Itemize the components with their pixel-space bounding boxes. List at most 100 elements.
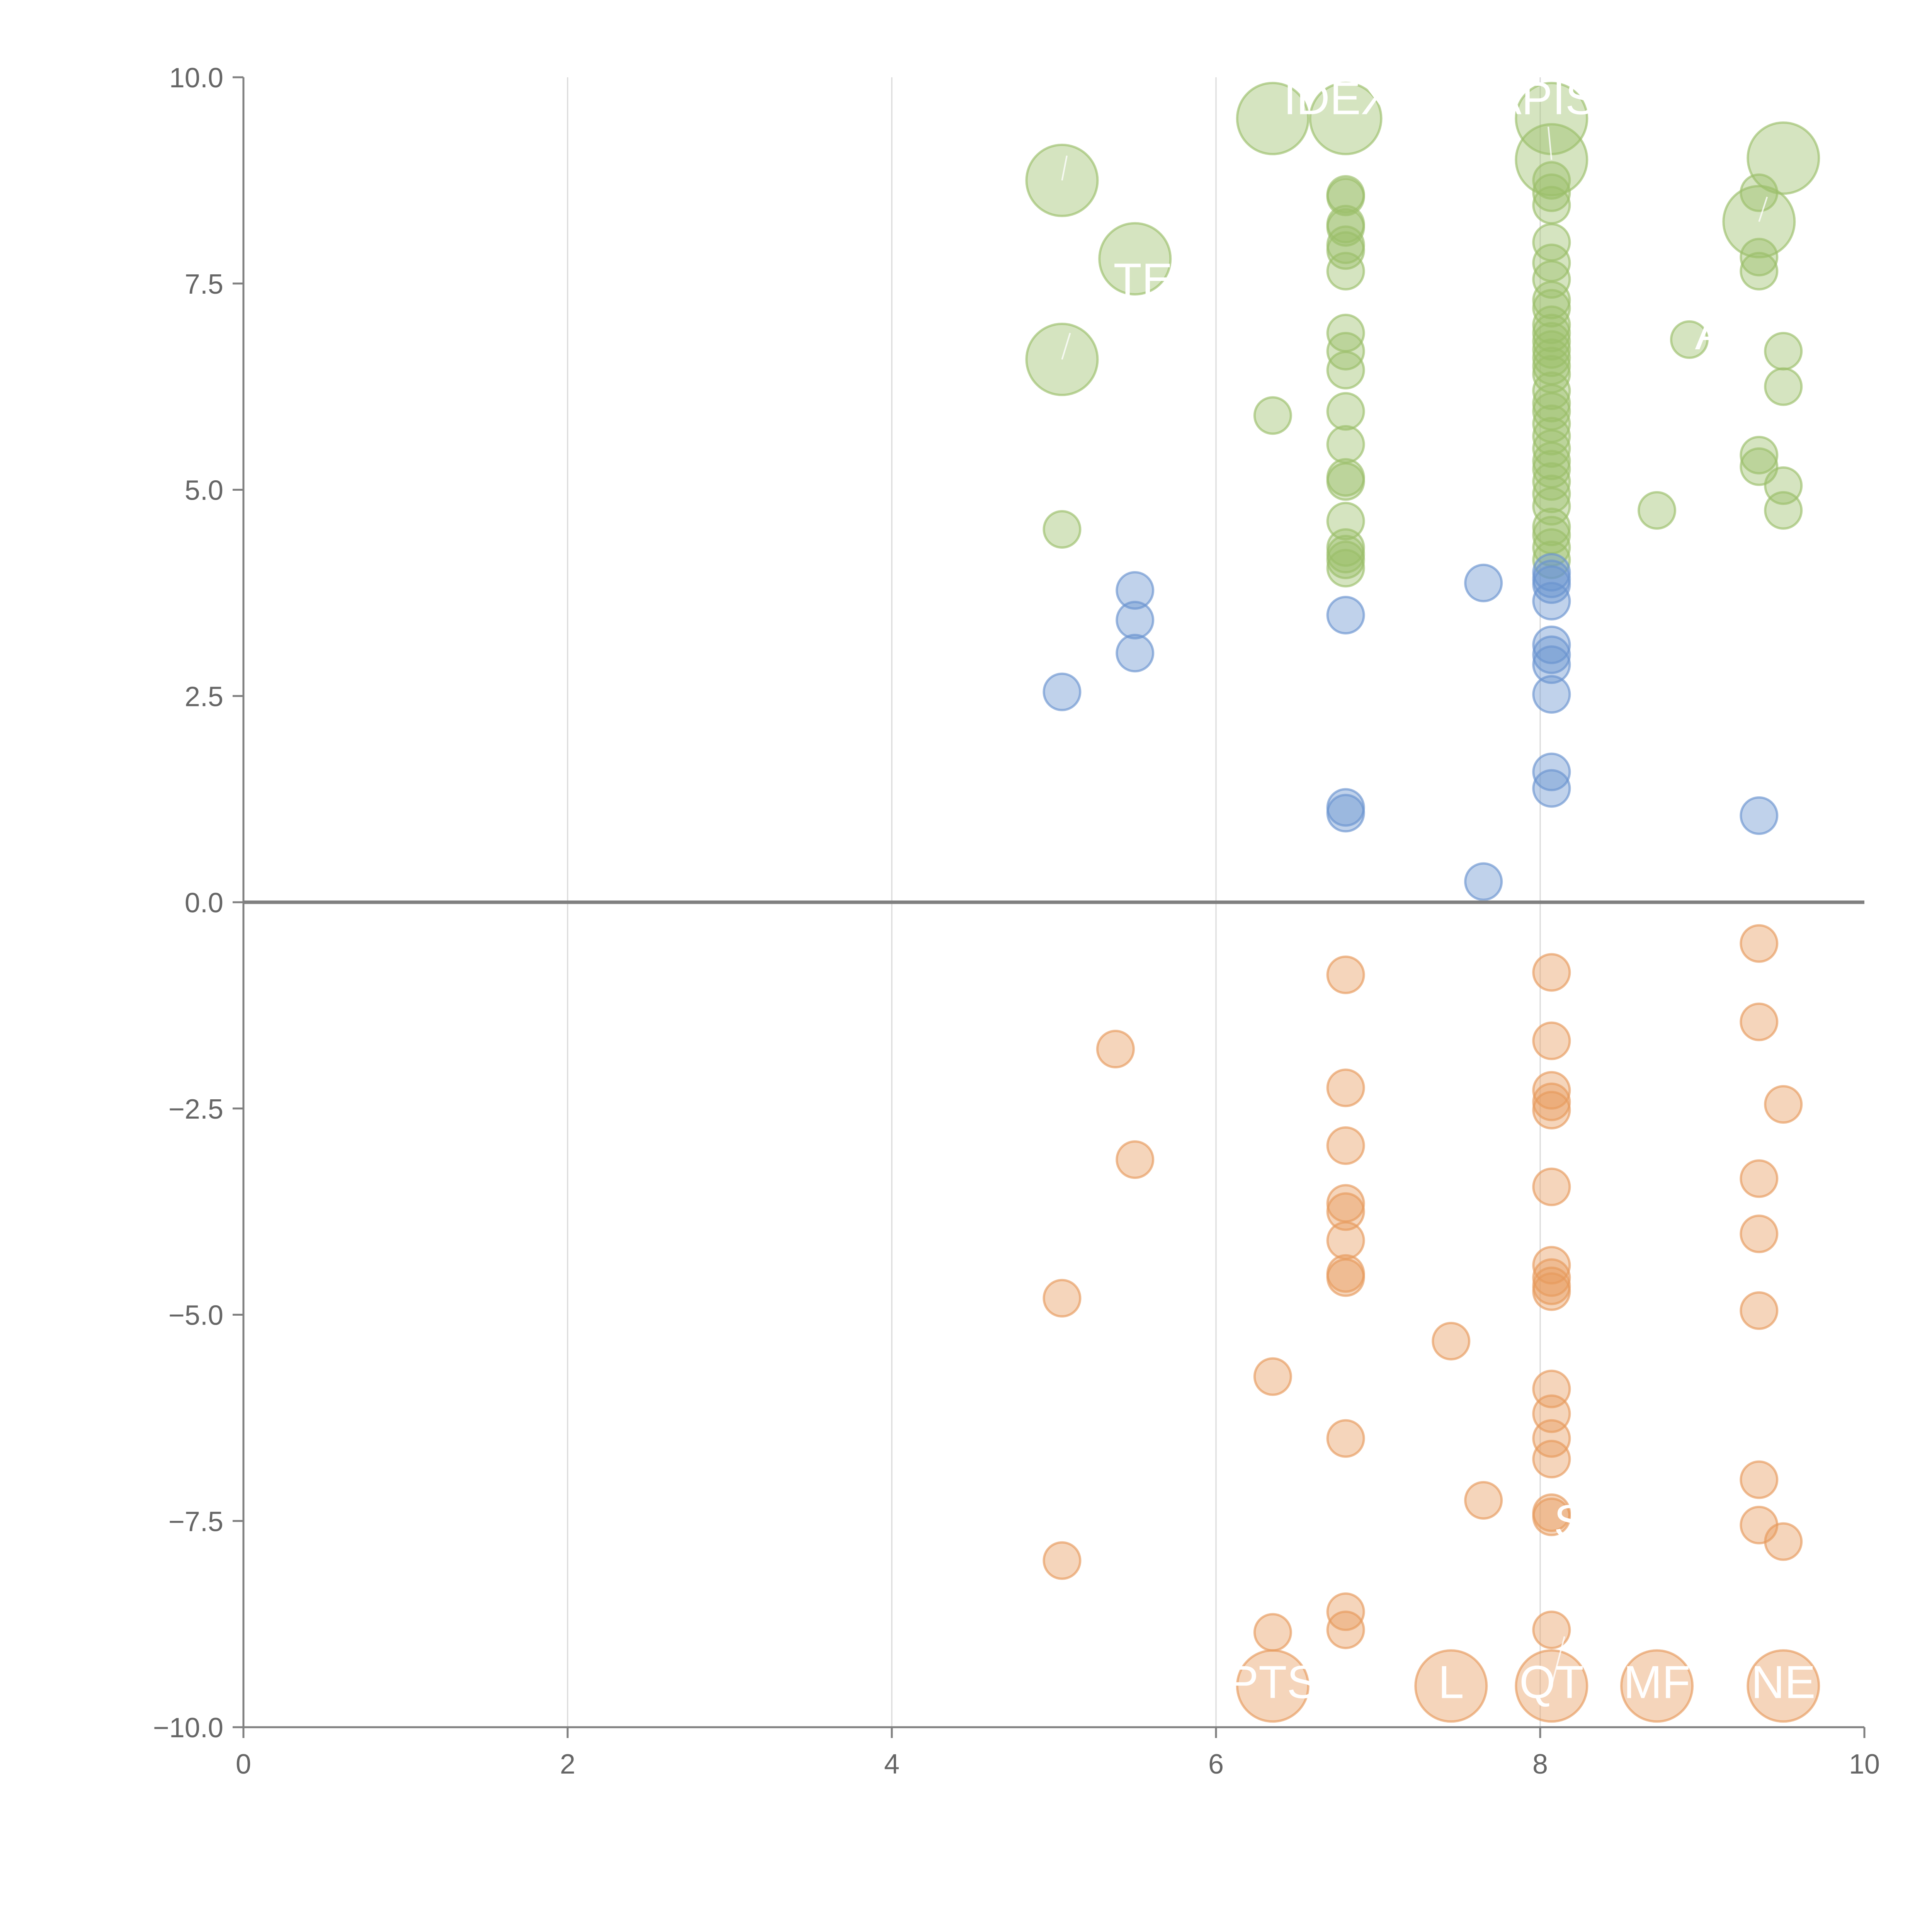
data-point bbox=[1532, 645, 1571, 684]
data-point bbox=[1532, 260, 1571, 299]
data-point bbox=[1098, 222, 1172, 296]
data-point bbox=[1326, 955, 1365, 994]
data-point bbox=[1326, 549, 1365, 588]
leader-line bbox=[1061, 333, 1071, 360]
data-point bbox=[1532, 338, 1571, 377]
data-point bbox=[1740, 1002, 1779, 1041]
y-tick-label: −2.5 bbox=[168, 1094, 223, 1125]
x-tick-label: 10 bbox=[1849, 1749, 1880, 1780]
data-point bbox=[1532, 487, 1571, 526]
x-tick-label: 8 bbox=[1532, 1749, 1548, 1780]
data-point bbox=[1236, 1649, 1310, 1723]
data-point bbox=[1747, 1649, 1820, 1723]
data-point bbox=[1096, 1030, 1135, 1069]
data-point bbox=[1326, 1221, 1365, 1260]
data-point bbox=[1740, 173, 1779, 212]
y-tick-label: −10.0 bbox=[153, 1713, 223, 1743]
data-point bbox=[1532, 1419, 1571, 1458]
data-point bbox=[1740, 238, 1779, 277]
data-point bbox=[1532, 185, 1571, 224]
x-tick-label: 2 bbox=[560, 1749, 575, 1780]
data-point bbox=[1414, 1649, 1488, 1723]
data-point bbox=[1532, 1082, 1571, 1121]
data-point bbox=[1253, 1357, 1292, 1396]
data-point bbox=[1670, 320, 1709, 359]
callout-label: NE bbox=[1751, 1656, 1816, 1708]
data-point bbox=[1309, 82, 1383, 155]
data-point bbox=[1532, 429, 1571, 468]
data-point bbox=[1326, 596, 1365, 635]
data-point bbox=[1532, 625, 1571, 664]
y-tick-label: 10.0 bbox=[169, 63, 223, 94]
data-point bbox=[1116, 1140, 1155, 1179]
data-point bbox=[1532, 1246, 1571, 1285]
data-point bbox=[1532, 1167, 1571, 1206]
x-tick-label: 6 bbox=[1208, 1749, 1224, 1780]
callout-label: PTS bbox=[1228, 1656, 1318, 1708]
data-point bbox=[1116, 571, 1155, 610]
data-point bbox=[1740, 1291, 1779, 1330]
data-point bbox=[1326, 502, 1365, 541]
data-point bbox=[1326, 425, 1365, 464]
data-point bbox=[1116, 600, 1155, 639]
data-point bbox=[1740, 1159, 1779, 1198]
leader-line bbox=[1551, 1636, 1565, 1686]
data-point bbox=[1464, 1481, 1503, 1520]
data-point bbox=[1532, 635, 1571, 674]
y-tick-label: −5.0 bbox=[168, 1300, 223, 1331]
data-point bbox=[1326, 1258, 1365, 1297]
data-point bbox=[1532, 1091, 1571, 1130]
y-tick-label: 2.5 bbox=[185, 681, 223, 712]
callout-label: L bbox=[1438, 1656, 1464, 1708]
data-point bbox=[1236, 82, 1310, 155]
data-point bbox=[1043, 672, 1082, 711]
data-point bbox=[1740, 796, 1779, 835]
data-point bbox=[1432, 1321, 1471, 1361]
data-point bbox=[1638, 491, 1677, 530]
data-point bbox=[1253, 396, 1292, 435]
data-point bbox=[1532, 173, 1571, 212]
callout-label: A bbox=[1695, 308, 1726, 359]
data-point bbox=[1764, 1522, 1803, 1561]
data-point bbox=[1740, 1460, 1779, 1499]
data-point bbox=[1326, 350, 1365, 389]
data-point bbox=[1740, 435, 1779, 474]
data-point bbox=[1326, 392, 1365, 431]
data-point bbox=[1326, 1192, 1365, 1231]
data-point bbox=[1326, 1126, 1365, 1165]
callout-label: TE bbox=[1114, 254, 1173, 306]
data-point bbox=[1464, 862, 1503, 901]
leader-line bbox=[1758, 196, 1768, 222]
series-orange bbox=[1043, 924, 1820, 1723]
callout-labels: IDEX APIS TE A S PTS L QT MF NE bbox=[1061, 72, 1816, 1708]
data-point bbox=[1532, 384, 1571, 423]
series-blue bbox=[1043, 553, 1779, 901]
data-point bbox=[1532, 474, 1571, 514]
data-point bbox=[1532, 1071, 1571, 1110]
x-tick-label: 0 bbox=[236, 1749, 251, 1780]
data-point bbox=[1326, 231, 1365, 270]
data-point bbox=[1532, 752, 1571, 791]
data-point bbox=[1532, 441, 1571, 480]
data-point bbox=[1532, 675, 1571, 714]
data-point bbox=[1764, 491, 1803, 530]
data-point bbox=[1326, 540, 1365, 579]
data-point bbox=[1764, 367, 1803, 406]
data-point bbox=[1326, 462, 1365, 501]
y-tick-label: 5.0 bbox=[185, 475, 223, 506]
data-point bbox=[1532, 1258, 1571, 1297]
data-point bbox=[1326, 1419, 1365, 1458]
data-point bbox=[1532, 507, 1571, 546]
data-point bbox=[1464, 563, 1503, 602]
callout-label: MF bbox=[1623, 1656, 1690, 1708]
data-point bbox=[1043, 1541, 1082, 1580]
data-points bbox=[1025, 82, 1820, 1723]
callout-label: APIS bbox=[1491, 72, 1596, 124]
data-point bbox=[1116, 634, 1155, 673]
data-point bbox=[1326, 1611, 1365, 1650]
y-tick-label: 7.5 bbox=[185, 269, 223, 300]
data-point bbox=[1740, 924, 1779, 963]
data-point bbox=[1532, 565, 1571, 604]
data-point bbox=[1326, 252, 1365, 291]
data-point bbox=[1326, 794, 1365, 833]
